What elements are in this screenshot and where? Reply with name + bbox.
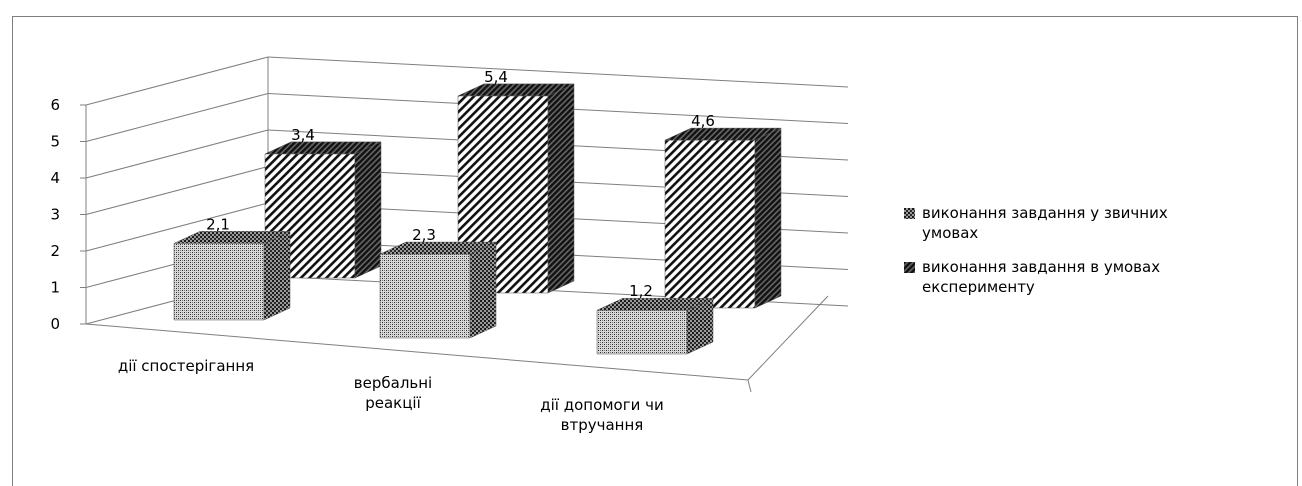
bar-usual-1-top bbox=[173, 231, 291, 244]
side-gridline bbox=[85, 202, 269, 252]
data-label-experiment-1: 3,4 bbox=[291, 126, 315, 144]
bar-experiment-3-front bbox=[664, 139, 756, 309]
category-labels: дії спостерігання вербальні реакції дії доп… bbox=[118, 357, 664, 434]
bar-experiment-3-top bbox=[664, 127, 782, 141]
legend-entry-1: умовах bbox=[922, 224, 978, 242]
legend-swatch-2 bbox=[904, 262, 915, 273]
bar-experiment-1-side bbox=[354, 141, 382, 279]
bar-usual-2-top bbox=[379, 241, 497, 255]
bar-usual-1-front bbox=[173, 243, 265, 321]
data-label-usual-1: 2,1 bbox=[206, 215, 230, 233]
side-gridline bbox=[85, 129, 269, 179]
bar-experiment-1-top bbox=[264, 141, 382, 155]
bar-experiment-3-side bbox=[754, 127, 782, 309]
bar-usual-3-front bbox=[596, 309, 688, 355]
category-label-2: реакції bbox=[365, 394, 421, 412]
category-label-2: вербальні bbox=[354, 374, 432, 392]
data-label-usual-2: 2,3 bbox=[412, 226, 436, 244]
side-gridline bbox=[85, 166, 269, 215]
bar-usual-2-side bbox=[469, 241, 497, 339]
y-tick-label: 3 bbox=[50, 206, 60, 224]
bars bbox=[173, 83, 782, 355]
y-tick-label: 6 bbox=[50, 96, 60, 114]
category-label-3: втручання bbox=[561, 416, 644, 434]
data-label-experiment-3: 4,6 bbox=[691, 112, 715, 130]
floor-tick bbox=[747, 379, 752, 393]
bar-experiment-3 bbox=[664, 127, 782, 309]
y-tick-label: 0 bbox=[50, 315, 60, 333]
legend-entry-1: виконання завдання у звичних bbox=[922, 204, 1168, 222]
bar-usual-1 bbox=[173, 230, 291, 321]
category-label-1: дії спостерігання bbox=[118, 357, 254, 375]
data-label-usual-3: 1,2 bbox=[629, 282, 653, 300]
back-gridline bbox=[267, 56, 849, 88]
y-tick-label: 5 bbox=[50, 133, 60, 151]
data-label-experiment-2: 5,4 bbox=[484, 68, 508, 86]
bar-experiment-2-side bbox=[547, 83, 575, 294]
bar-usual-3-top bbox=[596, 297, 714, 311]
legend-entry-2: виконання завдання в умовах bbox=[922, 258, 1160, 276]
y-tick-label: 2 bbox=[50, 242, 60, 260]
data-labels: 3,4 5,4 4,6 2,1 2,3 1,2 bbox=[206, 68, 715, 300]
legend: виконання завдання у звичних умовах викона… bbox=[904, 204, 1168, 296]
bar-usual-2 bbox=[379, 241, 497, 339]
bar-experiment-2-top bbox=[457, 83, 575, 97]
legend-entry-2: експерименту bbox=[922, 278, 1035, 296]
side-gridline bbox=[85, 93, 269, 142]
bar-usual-2-front bbox=[379, 253, 471, 339]
y-tick-label: 1 bbox=[50, 279, 60, 297]
chart-frame bbox=[12, 16, 1298, 486]
legend-swatch-1 bbox=[904, 208, 915, 219]
y-tick-label: 4 bbox=[50, 169, 60, 187]
bar-usual-3 bbox=[596, 297, 714, 355]
side-gridline bbox=[85, 56, 269, 106]
category-label-3: дії допомоги чи bbox=[540, 396, 664, 414]
bar-usual-1-side bbox=[263, 230, 291, 321]
axes: 0 1 2 3 4 5 6 bbox=[50, 96, 829, 393]
